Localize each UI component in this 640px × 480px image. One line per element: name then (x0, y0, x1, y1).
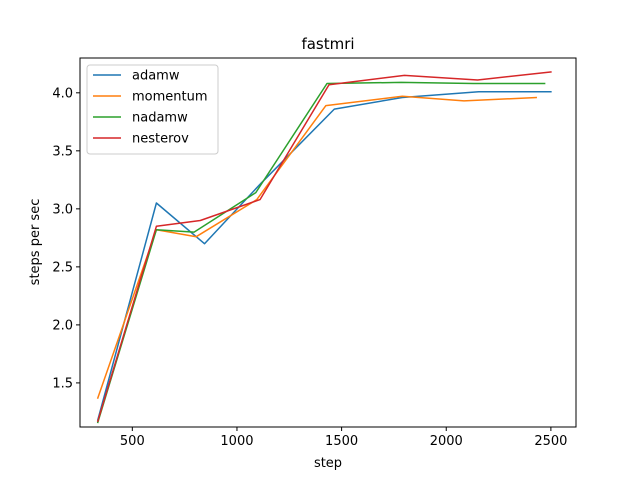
y-axis-label: steps per sec (28, 199, 43, 286)
legend-label-adamw: adamw (132, 69, 180, 84)
legend-label-nadamw: nadamw (132, 111, 188, 126)
y-axis: 1.5 2.0 2.5 3.0 3.5 4.0 (52, 86, 80, 391)
y-tick-label: 3.5 (52, 144, 73, 159)
series-line-nadamw (96, 81, 546, 424)
plot-frame (79, 57, 577, 428)
series-line-nesterov (96, 71, 552, 423)
x-tick-label: 1500 (325, 434, 358, 449)
chart-title: fastmri (301, 35, 354, 53)
y-tick-label: 4.0 (52, 86, 73, 101)
legend-label-nesterov: nesterov (132, 132, 189, 147)
x-axis: 500 1000 1500 2000 2500 (120, 427, 567, 449)
y-tick-label: 2.0 (52, 318, 73, 333)
x-tick-label: 2500 (534, 434, 567, 449)
y-tick-label: 3.0 (52, 202, 73, 217)
x-tick-label: 1000 (220, 434, 253, 449)
y-tick-label: 1.5 (52, 376, 73, 391)
plot-lines (96, 71, 552, 424)
y-tick-label: 2.5 (52, 260, 73, 275)
series-line-adamw (96, 90, 552, 421)
x-tick-label: 500 (120, 434, 145, 449)
x-axis-label: step (314, 456, 342, 471)
legend-label-momentum: momentum (132, 90, 208, 105)
x-tick-label: 2000 (430, 434, 463, 449)
legend-box (86, 64, 219, 155)
legend: adamw momentum nadamw nesterov (86, 64, 219, 155)
